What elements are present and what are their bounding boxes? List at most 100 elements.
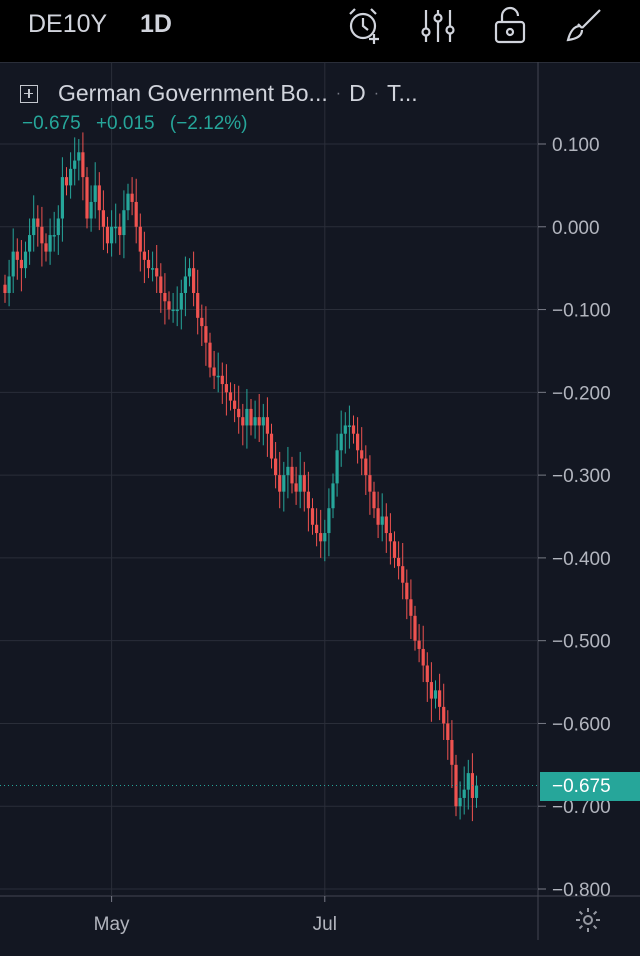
candle-body <box>319 533 323 542</box>
candle-body <box>294 483 298 492</box>
candle-body <box>298 475 302 492</box>
candle-body <box>126 193 130 211</box>
candle-body <box>417 640 421 649</box>
candle-body <box>356 433 360 451</box>
candle-body <box>15 251 19 260</box>
candle-body <box>183 276 187 293</box>
candle-body <box>187 268 192 277</box>
candle-body <box>372 491 376 509</box>
x-tick-label: Jul <box>313 914 337 935</box>
candle-body <box>163 293 167 302</box>
gear-icon[interactable] <box>574 906 602 934</box>
candle-body <box>397 557 401 567</box>
candle-body <box>315 524 319 534</box>
y-tick-label: −0.800 <box>552 880 611 901</box>
candle-body <box>474 785 479 798</box>
candle-body <box>425 665 429 683</box>
candle-body <box>433 690 438 699</box>
candle-body <box>110 226 114 244</box>
brush-icon[interactable] <box>560 4 604 48</box>
candle-body <box>343 425 347 434</box>
candle-body <box>3 284 7 293</box>
candle-body <box>388 533 392 542</box>
candle-body <box>151 268 155 270</box>
alarm-add-icon[interactable] <box>342 4 386 48</box>
candle-body <box>401 566 405 583</box>
candle-body <box>220 375 224 385</box>
candle-body <box>146 259 151 269</box>
candle-body <box>167 301 171 310</box>
candle-body <box>69 168 73 186</box>
candle-body <box>208 342 212 368</box>
candle-body <box>310 508 315 525</box>
candle-body <box>405 582 409 600</box>
candle-body <box>40 226 44 244</box>
candle-body <box>380 516 384 525</box>
symbol-button[interactable]: DE10Y <box>28 10 108 38</box>
candle-body <box>105 226 110 244</box>
candle-body <box>175 309 179 312</box>
candle-body <box>138 226 142 252</box>
candle-body <box>253 417 257 426</box>
last-price-tag: −0.675 <box>540 771 640 801</box>
candle-body <box>368 475 372 492</box>
candle-body <box>327 508 331 534</box>
candle-body <box>192 268 196 293</box>
candle-body <box>130 193 134 202</box>
candle-body <box>171 309 175 312</box>
candle-body <box>421 648 425 666</box>
candle-body <box>261 417 265 426</box>
legend-last-price: −0.675 <box>22 113 81 134</box>
y-tick-label: −0.400 <box>552 549 611 570</box>
candle-body <box>429 682 433 699</box>
candle-body <box>450 740 454 765</box>
y-tick-label: −0.200 <box>552 383 611 404</box>
candle-body <box>44 243 48 252</box>
candle-body <box>97 185 101 211</box>
candle-body <box>11 251 15 277</box>
candle-body <box>286 466 290 476</box>
top-toolbar: DE10Y 1D <box>0 0 640 62</box>
candle-body <box>32 218 36 236</box>
candle-body <box>19 259 23 269</box>
candle-body <box>442 706 446 724</box>
y-tick-label: −0.500 <box>552 632 611 653</box>
candle-body <box>64 177 69 186</box>
candle-body <box>335 450 339 484</box>
legend-change: +0.015 <box>95 113 155 134</box>
candle-body <box>339 433 343 451</box>
candle-body <box>278 475 282 492</box>
candle-body <box>89 201 93 219</box>
candle-body <box>159 276 163 293</box>
candle-body <box>462 789 466 798</box>
candle-body <box>413 615 417 641</box>
legend-interval: D <box>349 80 366 106</box>
candle-body <box>48 235 52 252</box>
expand-legend-icon[interactable] <box>20 84 38 103</box>
price-chart[interactable]: 0.100 0.000 −0.100 −0.200 −0.300 −0.400 −0.500… <box>0 62 640 956</box>
candle-body <box>438 690 442 707</box>
unlock-icon[interactable] <box>488 4 532 48</box>
candle-body <box>282 475 286 492</box>
candle-body <box>384 516 388 534</box>
candle-body <box>56 218 60 236</box>
legend-title[interactable]: German Government Bo... <box>58 80 328 106</box>
candle-body <box>204 326 208 343</box>
candle-body <box>323 533 327 542</box>
legend-separator: · <box>373 84 380 102</box>
legend-separator: · <box>335 84 342 102</box>
interval-button[interactable]: 1D <box>140 10 172 38</box>
candle-body <box>241 417 245 426</box>
candle-body <box>274 458 278 476</box>
candle-body <box>200 317 204 327</box>
candle-body <box>52 235 56 237</box>
candle-body <box>216 375 220 378</box>
candle-body <box>446 723 450 740</box>
candle-body <box>77 152 81 161</box>
candle-body <box>351 425 356 434</box>
candle-body <box>249 408 253 426</box>
candle-body <box>228 392 233 401</box>
candle-body <box>237 408 241 418</box>
indicators-sliders-icon[interactable] <box>416 4 460 48</box>
